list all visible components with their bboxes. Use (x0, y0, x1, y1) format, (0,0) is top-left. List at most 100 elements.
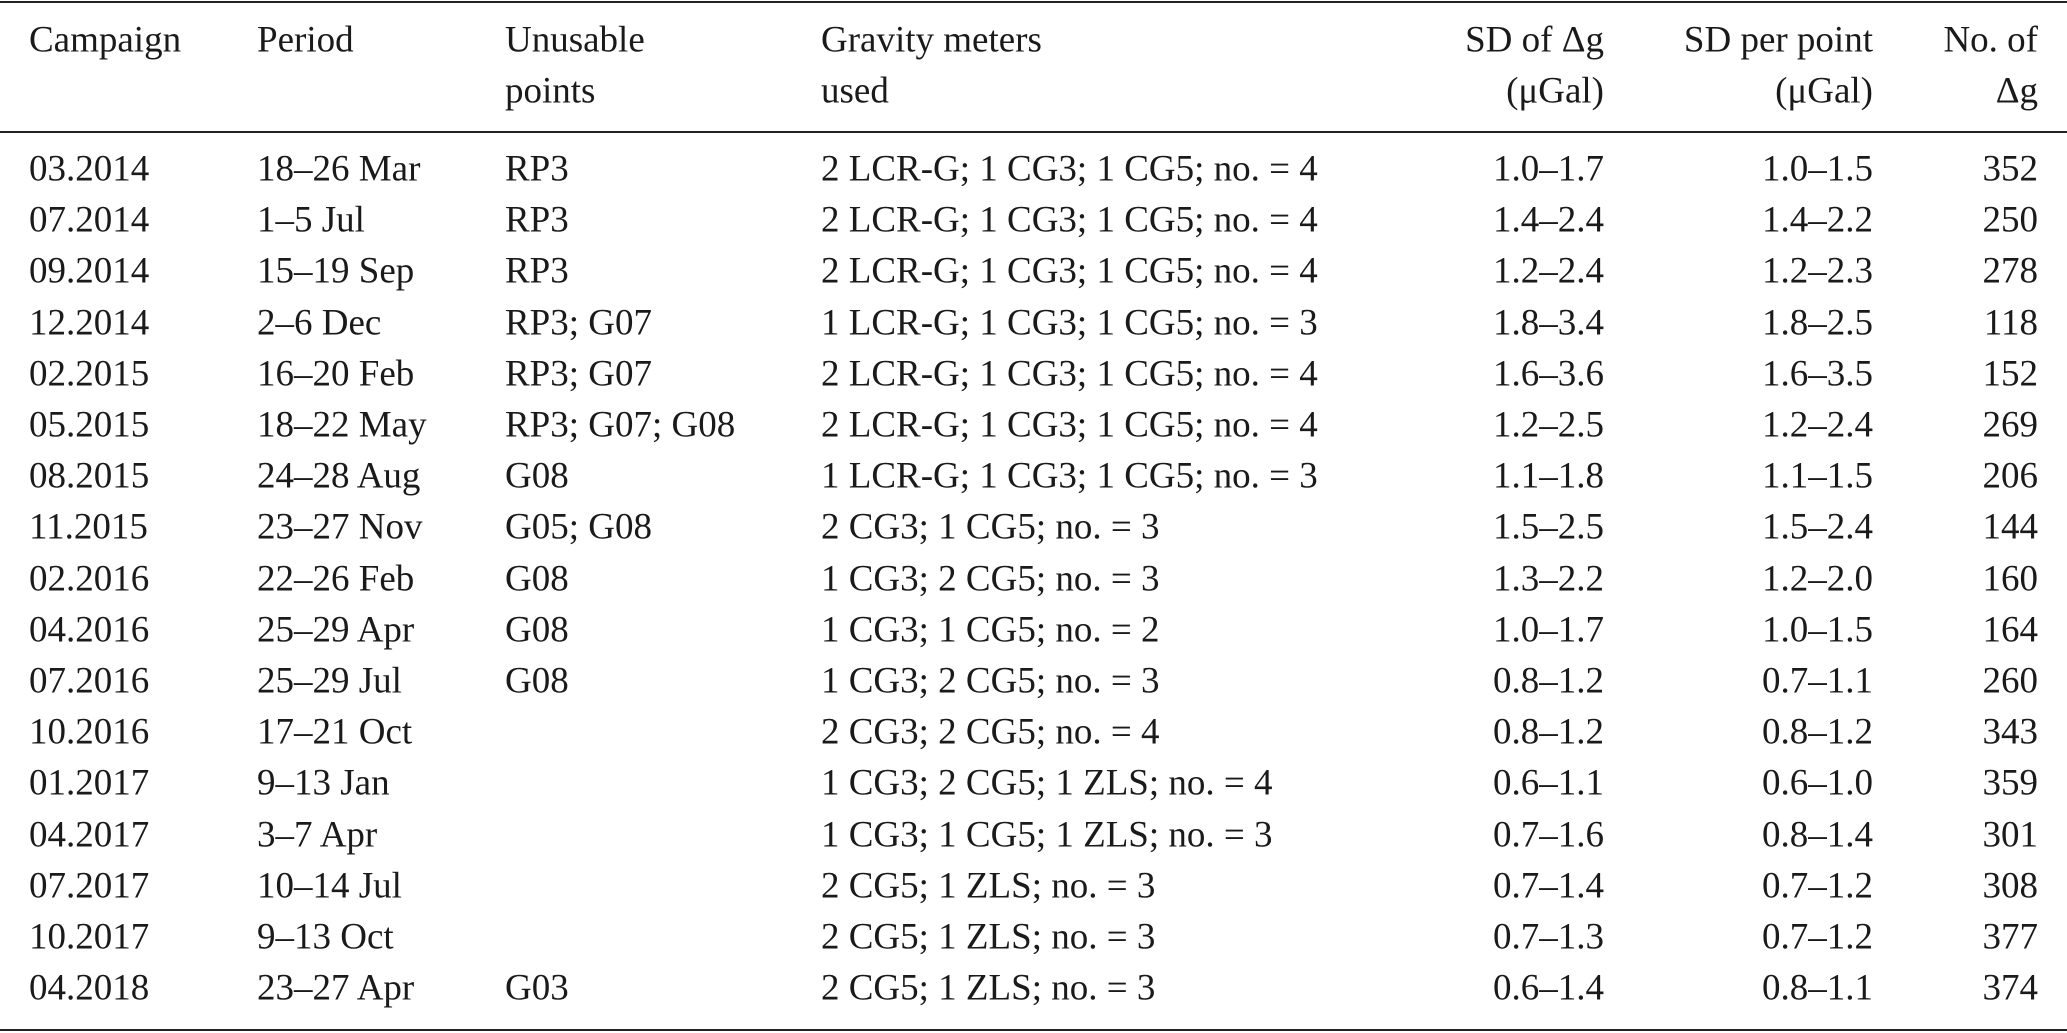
table-cell: 24–28 Aug (257, 455, 421, 497)
table-cell: 1.8–2.5 (1762, 302, 1873, 344)
table-cell: 09.2014 (29, 250, 150, 292)
table-cell: 278 (1982, 250, 2039, 292)
table-cell: 10.2016 (29, 711, 150, 753)
table-cell: 1 CG3; 1 CG5; no. = 2 (821, 609, 1160, 651)
table-cell: 250 (1982, 199, 2039, 241)
table-cell: 0.6–1.4 (1493, 967, 1604, 1009)
table-cell: 2 LCR-G; 1 CG3; 1 CG5; no. = 4 (821, 404, 1318, 446)
table-cell: 1 CG3; 2 CG5; 1 ZLS; no. = 4 (821, 762, 1273, 804)
bottom-rule (0, 1029, 2067, 1031)
table-cell: 1–5 Jul (257, 199, 365, 241)
table-cell: 0.7–1.2 (1762, 865, 1873, 907)
table-cell: 1.5–2.5 (1493, 506, 1604, 548)
table-cell: 377 (1982, 916, 2039, 958)
table-cell: 23–27 Apr (257, 967, 415, 1009)
table-cell: 18–26 Mar (257, 148, 421, 190)
table-cell: 12.2014 (29, 302, 150, 344)
table-cell: 0.8–1.1 (1762, 967, 1873, 1009)
table-cell: 0.7–1.1 (1762, 660, 1873, 702)
table-cell: G08 (505, 609, 569, 651)
header-cell: No. of (1943, 19, 2038, 61)
table-cell: 1 LCR-G; 1 CG3; 1 CG5; no. = 3 (821, 302, 1318, 344)
table-cell: 9–13 Oct (257, 916, 394, 958)
table-cell: 11.2015 (29, 506, 148, 548)
table-cell: 1.5–2.4 (1762, 506, 1873, 548)
table-cell: 1 LCR-G; 1 CG3; 1 CG5; no. = 3 (821, 455, 1318, 497)
table-cell: 359 (1982, 762, 2039, 804)
table-cell: RP3; G07 (505, 302, 653, 344)
table-cell: 04.2017 (29, 814, 150, 856)
table-cell: 2 CG3; 2 CG5; no. = 4 (821, 711, 1160, 753)
table-cell: 374 (1982, 967, 2039, 1009)
header-cell: (μGal) (1506, 70, 1604, 112)
table-cell: 9–13 Jan (257, 762, 390, 804)
table-cell: 160 (1982, 558, 2039, 600)
table-cell: 343 (1982, 711, 2039, 753)
table-cell: 3–7 Apr (257, 814, 378, 856)
table-cell: 308 (1982, 865, 2039, 907)
table-cell: G05; G08 (505, 506, 652, 548)
table-cell: G03 (505, 967, 569, 1009)
table-cell: 07.2017 (29, 865, 150, 907)
table-cell: G08 (505, 660, 569, 702)
table-cell: 2 CG5; 1 ZLS; no. = 3 (821, 967, 1156, 1009)
header-cell: (μGal) (1775, 70, 1873, 112)
table-cell: 25–29 Jul (257, 660, 402, 702)
table-cell: 0.8–1.2 (1493, 711, 1604, 753)
table-cell: 01.2017 (29, 762, 150, 804)
header-rule (0, 131, 2067, 133)
table-cell: 0.8–1.2 (1493, 660, 1604, 702)
header-cell: SD of Δg (1465, 19, 1604, 61)
table-cell: 08.2015 (29, 455, 150, 497)
table-cell: 301 (1982, 814, 2039, 856)
table-cell: 1.6–3.6 (1493, 353, 1604, 395)
table-cell: 0.6–1.1 (1493, 762, 1604, 804)
table-cell: 0.7–1.4 (1493, 865, 1604, 907)
table-cell: 10–14 Jul (257, 865, 402, 907)
table-cell: 206 (1982, 455, 2039, 497)
table-cell: 1.2–2.3 (1762, 250, 1873, 292)
table-cell: 1.0–1.7 (1493, 148, 1604, 190)
table-cell: RP3; G07; G08 (505, 404, 736, 446)
table-cell: 04.2016 (29, 609, 150, 651)
table-cell: 07.2016 (29, 660, 150, 702)
table-cell: 05.2015 (29, 404, 150, 446)
table-cell: 2 CG3; 1 CG5; no. = 3 (821, 506, 1160, 548)
table-cell: 2 LCR-G; 1 CG3; 1 CG5; no. = 4 (821, 353, 1318, 395)
table-cell: 02.2015 (29, 353, 150, 395)
table-cell: 2 LCR-G; 1 CG3; 1 CG5; no. = 4 (821, 199, 1318, 241)
table-cell: G08 (505, 558, 569, 600)
header-cell: Δg (1995, 70, 2038, 112)
table-cell: 03.2014 (29, 148, 150, 190)
table-cell: 1.8–3.4 (1493, 302, 1604, 344)
table-cell: 18–22 May (257, 404, 427, 446)
table-cell: 1.0–1.5 (1762, 609, 1873, 651)
table-cell: 269 (1982, 404, 2039, 446)
table-cell: 02.2016 (29, 558, 150, 600)
header-cell: SD per point (1683, 19, 1873, 61)
table-cell: 1.3–2.2 (1493, 558, 1604, 600)
table-cell: RP3 (505, 250, 569, 292)
table-cell: 1.2–2.4 (1493, 250, 1604, 292)
table-cell: 164 (1982, 609, 2039, 651)
table-cell: 1 CG3; 2 CG5; no. = 3 (821, 558, 1160, 600)
table-cell: 2 LCR-G; 1 CG3; 1 CG5; no. = 4 (821, 250, 1318, 292)
table-cell: 16–20 Feb (257, 353, 415, 395)
table-cell: 118 (1983, 302, 2038, 344)
table-cell: 2 CG5; 1 ZLS; no. = 3 (821, 916, 1156, 958)
table-cell: RP3 (505, 148, 569, 190)
table-cell: 1.2–2.0 (1762, 558, 1873, 600)
header-cell: used (821, 70, 889, 112)
table-cell: 1.0–1.7 (1493, 609, 1604, 651)
table-cell: 1.6–3.5 (1762, 353, 1873, 395)
header-cell: Period (257, 19, 354, 61)
header-cell: Unusable (505, 19, 645, 61)
table-cell: 260 (1982, 660, 2039, 702)
table-cell: 1.2–2.5 (1493, 404, 1604, 446)
table-cell: 144 (1982, 506, 2039, 548)
table-cell: 17–21 Oct (257, 711, 413, 753)
table-cell: 25–29 Apr (257, 609, 415, 651)
table-cell: RP3 (505, 199, 569, 241)
table-cell: 07.2014 (29, 199, 150, 241)
